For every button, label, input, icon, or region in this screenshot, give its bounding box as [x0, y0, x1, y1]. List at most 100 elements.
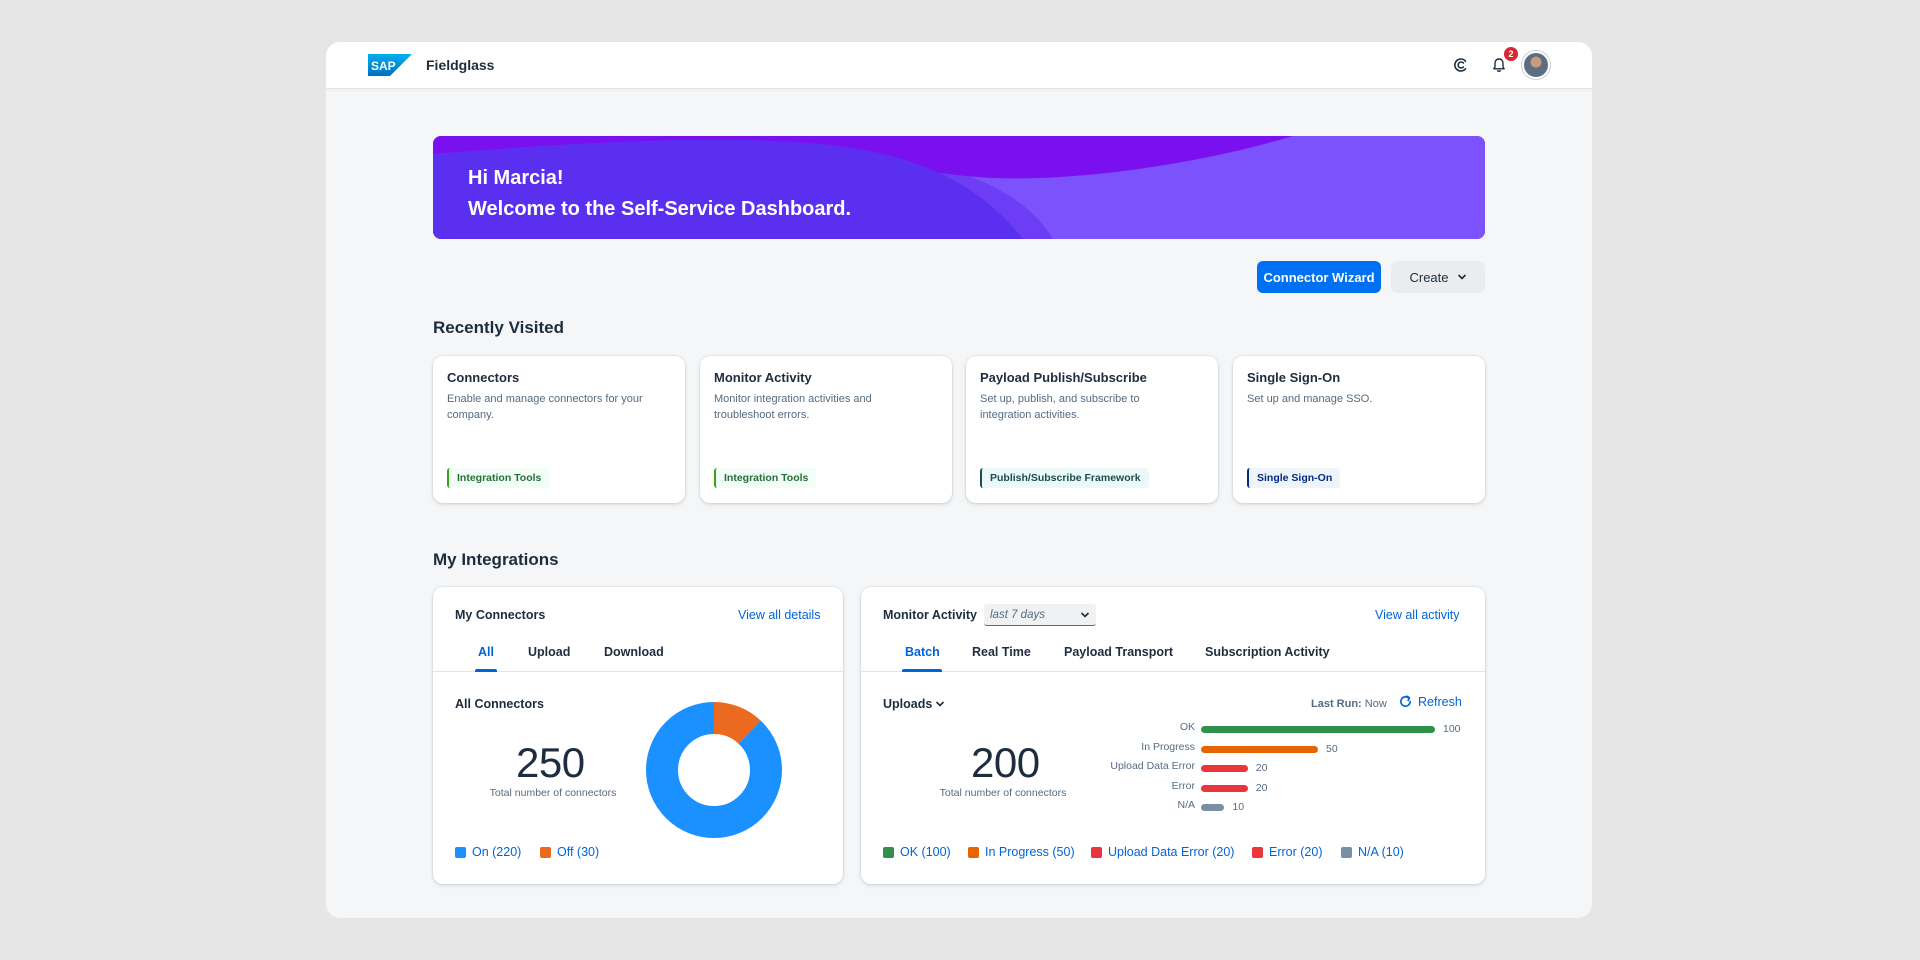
sap-logo-text: SAP	[371, 59, 396, 73]
refresh-label: Refresh	[1418, 694, 1462, 709]
chevron-down-icon	[1080, 612, 1090, 618]
monitor-activity-panel: Monitor Activity last 7 days View all ac…	[861, 587, 1485, 884]
donut-segment-on	[646, 702, 782, 838]
tab-payload-transport[interactable]: Payload Transport	[1064, 645, 1174, 659]
my-connectors-panel: My Connectors View all details All Uploa…	[433, 587, 843, 884]
activity-tab-bar: Batch Real Time Payload Transport Subscr…	[861, 639, 1485, 672]
tab-real-time[interactable]: Real Time	[972, 645, 1031, 659]
recent-card-single-sign-on[interactable]: Single Sign-On Set up and manage SSO. Si…	[1233, 356, 1485, 503]
chevron-down-icon	[1457, 274, 1466, 280]
legend-item[interactable]: N/A (10)	[1341, 845, 1404, 859]
active-tab-indicator	[475, 669, 497, 672]
bar	[1201, 804, 1225, 811]
legend-label: Error (20)	[1269, 845, 1323, 859]
recent-card-payload-publish-subscribe[interactable]: Payload Publish/Subscribe Set up, publis…	[966, 356, 1218, 503]
legend-swatch	[968, 846, 979, 858]
card-description: Set up, publish, and subscribe to integr…	[980, 393, 1140, 421]
total-activity-caption: Total number of connectors	[939, 787, 1067, 799]
period-select[interactable]: last 7 days	[984, 604, 1096, 626]
tab-download[interactable]: Download	[604, 645, 664, 659]
banner-welcome-text: Welcome to the Self-Service Dashboard.	[468, 198, 852, 220]
bar-value-label: 20	[1255, 781, 1268, 794]
active-tab-indicator	[902, 669, 942, 672]
legend-label: N/A (10)	[1358, 845, 1404, 859]
legend-label: OK (100)	[900, 845, 951, 859]
welcome-banner: Hi Marcia! Welcome to the Self-Service D…	[433, 136, 1485, 239]
legend-swatch	[540, 846, 551, 858]
connector-wizard-button[interactable]: Connector Wizard	[1257, 261, 1381, 293]
legend-swatch	[1091, 846, 1102, 858]
refresh-button[interactable]: Refresh	[1398, 694, 1462, 709]
app-frame: SAP Fieldglass 2 Hi Marcia! Welcome to t…	[326, 42, 1592, 918]
sap-logo[interactable]: SAP	[368, 54, 412, 76]
legend-label: Upload Data Error (20)	[1108, 845, 1235, 859]
banner-greeting: Hi Marcia!	[468, 167, 564, 189]
recent-card-monitor-activity[interactable]: Monitor Activity Monitor integration act…	[700, 356, 952, 503]
card-description: Set up and manage SSO.	[1247, 393, 1373, 405]
uploads-dropdown-label: Uploads	[883, 697, 933, 711]
card-description: Enable and manage connectors for your co…	[447, 393, 643, 421]
bar-label: Upload Data Error	[1110, 760, 1195, 772]
chevron-down-icon	[936, 701, 945, 707]
last-run-info: Last Run: Now	[1311, 698, 1387, 710]
legend-swatch	[883, 846, 894, 858]
create-button-label: Create	[1409, 269, 1449, 285]
recent-card-connectors[interactable]: Connectors Enable and manage connectors …	[433, 356, 685, 503]
legend-item[interactable]: Upload Data Error (20)	[1091, 845, 1234, 859]
legend-swatch	[1341, 846, 1352, 858]
last-run-value: Now	[1364, 698, 1387, 710]
bar	[1201, 726, 1435, 733]
tab-upload[interactable]: Upload	[528, 645, 571, 659]
legend-on[interactable]: On (220)	[455, 845, 521, 859]
recently-visited-heading: Recently Visited	[433, 318, 565, 337]
notification-count-badge: 2	[1504, 47, 1518, 61]
category-tag: Integration Tools	[447, 468, 550, 488]
bar-label: In Progress	[1141, 740, 1195, 753]
bar	[1201, 784, 1248, 792]
bar-label: OK	[1179, 721, 1195, 733]
tab-subscription-activity[interactable]: Subscription Activity	[1205, 645, 1330, 659]
tab-batch[interactable]: Batch	[905, 645, 940, 659]
tab-all[interactable]: All	[478, 645, 494, 659]
total-connectors-caption: Total number of connectors	[489, 787, 617, 799]
my-integrations-heading: My Integrations	[433, 550, 559, 569]
notifications-bell-icon[interactable]	[1488, 54, 1510, 76]
banner-background-graphic	[433, 136, 1485, 239]
category-tag: Single Sign-On	[1247, 468, 1341, 488]
total-connectors-number: 250	[516, 739, 585, 786]
bar	[1201, 765, 1248, 772]
card-description: Monitor integration activities and troub…	[714, 393, 872, 421]
total-activity-number: 200	[971, 739, 1040, 786]
legend-item[interactable]: Error (20)	[1252, 845, 1322, 859]
connectors-tab-bar: All Upload Download	[433, 639, 843, 672]
bar-label: Error	[1171, 779, 1195, 792]
legend-label: In Progress (50)	[985, 845, 1075, 859]
card-title: Payload Publish/Subscribe	[980, 370, 1147, 385]
joule-assistant-icon[interactable]	[1450, 54, 1472, 76]
category-tag: Publish/Subscribe Framework	[980, 468, 1149, 488]
refresh-icon	[1400, 695, 1411, 707]
legend-label: Off (30)	[557, 845, 600, 859]
view-all-activity-link[interactable]: View all activity	[1375, 608, 1460, 622]
card-title: Connectors	[447, 370, 520, 385]
legend-swatch	[1252, 846, 1263, 858]
category-tag: Integration Tools	[714, 468, 817, 488]
bar-value-label: 50	[1326, 742, 1338, 755]
legend-label: On (220)	[472, 845, 522, 859]
bar-label: N/A	[1177, 799, 1195, 811]
last-run-label: Last Run:	[1311, 698, 1362, 710]
card-title: Monitor Activity	[714, 370, 812, 385]
connectors-donut-chart	[646, 702, 782, 838]
legend-item[interactable]: In Progress (50)	[968, 845, 1075, 859]
monitor-activity-title: Monitor Activity	[883, 608, 977, 622]
legend-swatch	[455, 846, 466, 858]
create-menu-button[interactable]: Create	[1391, 261, 1485, 293]
my-connectors-title: My Connectors	[455, 608, 546, 622]
legend-off[interactable]: Off (30)	[540, 845, 599, 859]
user-avatar[interactable]	[1522, 51, 1550, 79]
uploads-dropdown[interactable]: Uploads	[883, 697, 945, 711]
all-connectors-subtitle: All Connectors	[455, 697, 544, 711]
legend-item[interactable]: OK (100)	[883, 845, 951, 859]
view-all-details-link[interactable]: View all details	[738, 608, 821, 622]
bar-value-label: 10	[1232, 801, 1245, 813]
